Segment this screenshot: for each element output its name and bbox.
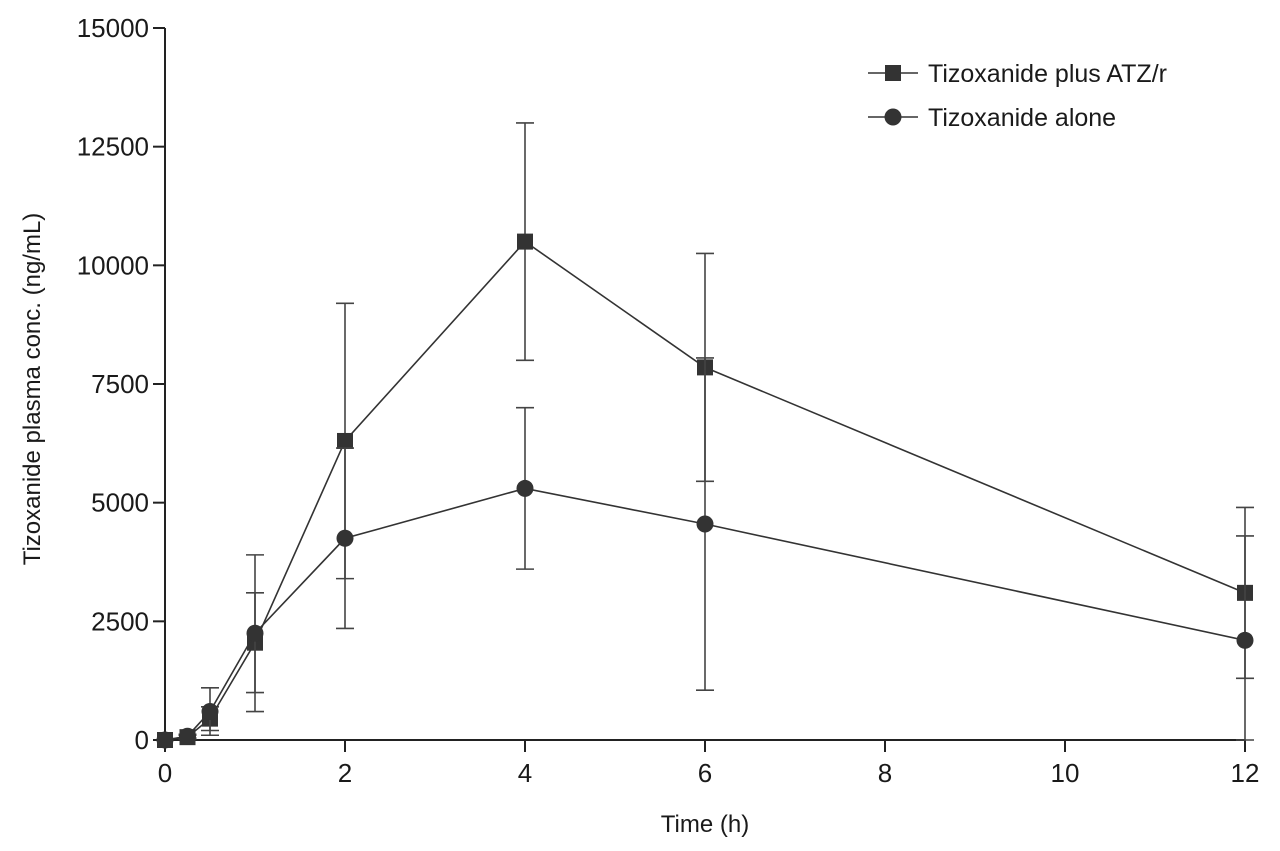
x-tick-label: 8 bbox=[878, 758, 892, 788]
circle-data-point bbox=[336, 529, 354, 547]
y-tick-label: 15000 bbox=[77, 13, 149, 43]
circle-data-point bbox=[516, 479, 534, 497]
circle-data-point bbox=[1236, 631, 1254, 649]
circle-data-point bbox=[246, 624, 264, 642]
x-axis-title: Time (h) bbox=[661, 811, 749, 838]
x-tick-label: 12 bbox=[1231, 758, 1260, 788]
x-ticks: 0 2 4 6 8 10 12 bbox=[158, 740, 1260, 788]
legend-item-series-2: Tizoxanide alone bbox=[868, 104, 1116, 132]
x-tick-label: 4 bbox=[518, 758, 532, 788]
y-tick-label: 12500 bbox=[77, 132, 149, 162]
legend-circle-marker-icon bbox=[884, 108, 902, 126]
y-tick-label: 2500 bbox=[91, 606, 149, 636]
y-axis-title: Tizoxanide plasma conc. (ng/mL) bbox=[19, 213, 46, 566]
x-tick-label: 0 bbox=[158, 758, 172, 788]
legend-square-marker-icon bbox=[885, 65, 901, 81]
circle-data-point bbox=[201, 703, 219, 721]
legend-label-series-2: Tizoxanide alone bbox=[928, 104, 1116, 132]
plot-area bbox=[156, 122, 1254, 749]
y-tick-label: 0 bbox=[135, 725, 149, 755]
legend-item-series-1: Tizoxanide plus ATZ/r bbox=[868, 60, 1167, 88]
circle-data-point bbox=[696, 515, 714, 533]
y-ticks: 0 2500 5000 7500 10000 12500 15000 bbox=[77, 13, 165, 755]
square-data-point bbox=[517, 233, 533, 250]
x-tick-label: 6 bbox=[698, 758, 712, 788]
legend-label-series-1: Tizoxanide plus ATZ/r bbox=[928, 60, 1167, 88]
circle-data-point bbox=[156, 731, 174, 749]
y-tick-label: 5000 bbox=[91, 488, 149, 518]
x-tick-label: 10 bbox=[1051, 758, 1080, 788]
y-tick-label: 7500 bbox=[91, 369, 149, 399]
series-2 bbox=[156, 357, 1254, 749]
square-data-point bbox=[337, 432, 353, 449]
y-tick-label: 10000 bbox=[77, 250, 149, 280]
x-tick-label: 2 bbox=[338, 758, 352, 788]
circle-data-point bbox=[179, 727, 196, 745]
legend: Tizoxanide plus ATZ/r Tizoxanide alone bbox=[868, 60, 1167, 132]
